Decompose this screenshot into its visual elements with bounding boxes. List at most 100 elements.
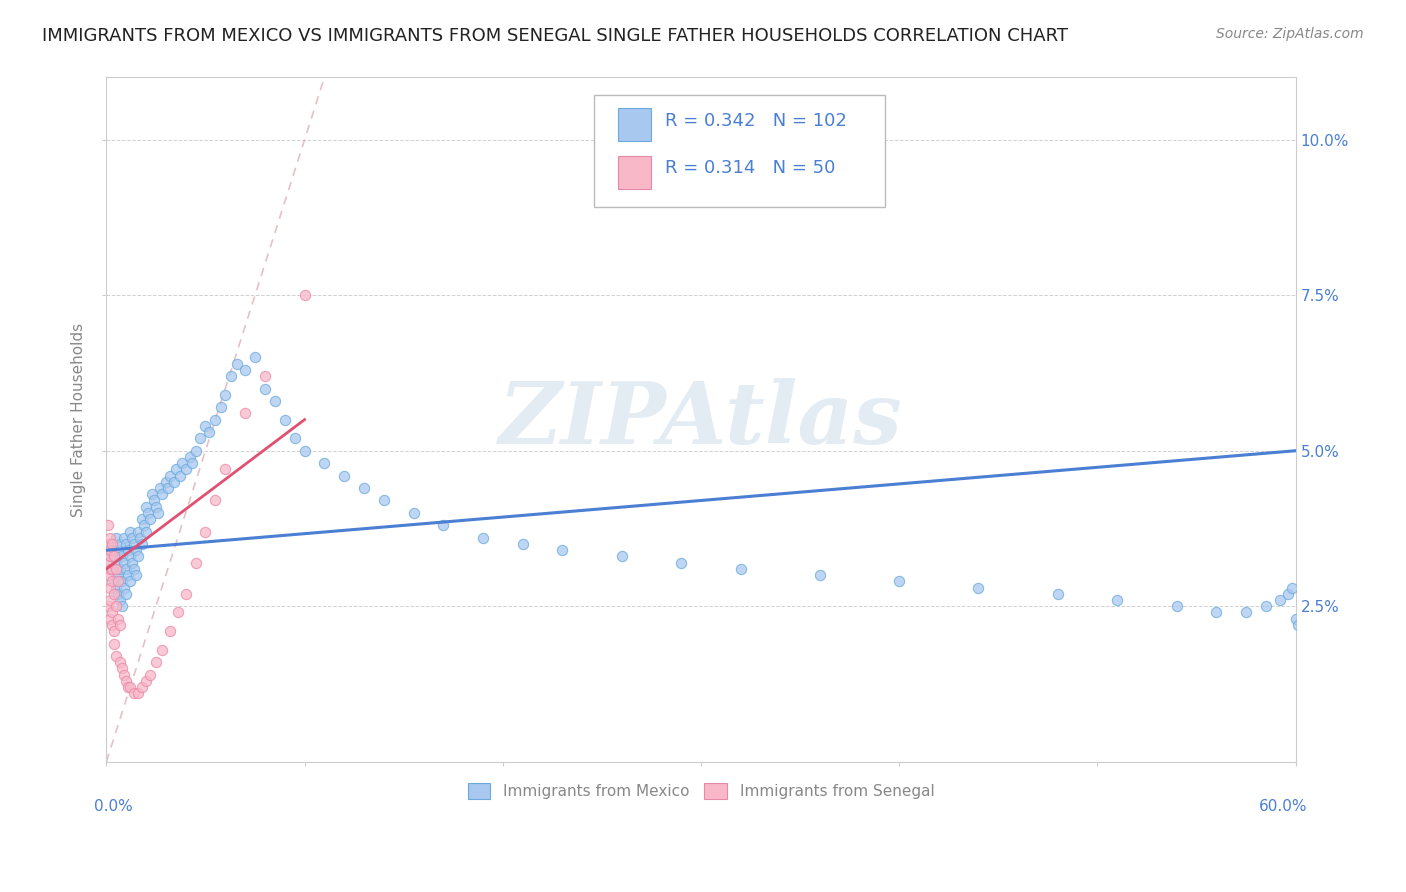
Point: [150, 487, 173, 501]
Point: [121, 531, 143, 545]
Point: [105, 562, 128, 576]
Point: [110, 618, 132, 632]
Point: [127, 549, 149, 564]
Point: [139, 667, 162, 681]
Point: [101, 562, 124, 576]
Point: [105, 581, 128, 595]
Point: [103, 543, 125, 558]
Point: [204, 493, 226, 508]
Point: [115, 587, 138, 601]
Point: [131, 512, 153, 526]
Point: [101, 562, 124, 576]
Point: [139, 512, 162, 526]
Point: [402, 506, 425, 520]
Point: [432, 518, 454, 533]
Point: [112, 667, 135, 681]
Point: [105, 599, 128, 614]
Point: [669, 556, 692, 570]
Point: [184, 556, 207, 570]
Point: [166, 606, 188, 620]
Point: [122, 562, 145, 576]
Point: [98, 543, 121, 558]
Point: [156, 481, 179, 495]
Point: [110, 537, 132, 551]
Point: [179, 450, 201, 464]
Point: [98, 593, 121, 607]
Point: [333, 468, 356, 483]
Point: [117, 543, 139, 558]
Point: [184, 443, 207, 458]
Point: [110, 655, 132, 669]
Point: [284, 431, 307, 445]
Point: [145, 500, 167, 514]
Point: [120, 524, 142, 539]
Point: [159, 468, 181, 483]
Point: [112, 581, 135, 595]
Point: [889, 574, 911, 589]
Point: [141, 487, 163, 501]
Point: [170, 456, 193, 470]
Point: [1234, 606, 1257, 620]
Point: [97, 537, 120, 551]
Point: [117, 568, 139, 582]
Point: [112, 556, 135, 570]
Point: [98, 581, 121, 595]
Point: [98, 549, 121, 564]
Text: R = 0.342   N = 102: R = 0.342 N = 102: [665, 112, 848, 129]
Point: [135, 524, 157, 539]
Point: [131, 680, 153, 694]
Point: [111, 574, 134, 589]
Point: [135, 500, 157, 514]
Point: [253, 382, 276, 396]
Point: [180, 456, 202, 470]
Point: [188, 431, 211, 445]
Point: [98, 562, 121, 576]
Point: [551, 543, 574, 558]
Point: [214, 462, 236, 476]
Point: [146, 506, 169, 520]
Point: [1046, 587, 1069, 601]
Point: [127, 524, 149, 539]
Point: [233, 406, 256, 420]
Point: [1205, 606, 1227, 620]
Point: [115, 673, 138, 688]
Point: [111, 599, 134, 614]
Text: R = 0.314   N = 50: R = 0.314 N = 50: [665, 160, 835, 178]
Point: [174, 587, 197, 601]
Point: [149, 481, 172, 495]
Point: [194, 524, 217, 539]
Point: [274, 412, 297, 426]
Text: Source: ZipAtlas.com: Source: ZipAtlas.com: [1216, 27, 1364, 41]
Point: [198, 425, 221, 439]
Point: [1166, 599, 1188, 614]
Point: [105, 648, 128, 663]
Point: [155, 475, 177, 489]
Point: [98, 549, 121, 564]
Point: [512, 537, 534, 551]
Point: [103, 587, 125, 601]
Point: [105, 556, 128, 570]
Point: [1281, 581, 1303, 595]
Point: [233, 363, 256, 377]
Point: [110, 562, 132, 576]
Point: [294, 288, 316, 302]
Point: [131, 537, 153, 551]
Point: [169, 468, 191, 483]
Point: [165, 462, 187, 476]
Point: [107, 612, 129, 626]
FancyBboxPatch shape: [617, 156, 651, 189]
Point: [1284, 612, 1306, 626]
Point: [110, 593, 132, 607]
Point: [101, 606, 124, 620]
Point: [967, 581, 990, 595]
Point: [194, 418, 217, 433]
Point: [103, 624, 125, 639]
Point: [214, 388, 236, 402]
Point: [107, 574, 129, 589]
Point: [610, 549, 633, 564]
Point: [132, 518, 155, 533]
FancyBboxPatch shape: [617, 108, 651, 141]
Point: [136, 506, 159, 520]
Point: [125, 568, 148, 582]
Point: [122, 686, 145, 700]
